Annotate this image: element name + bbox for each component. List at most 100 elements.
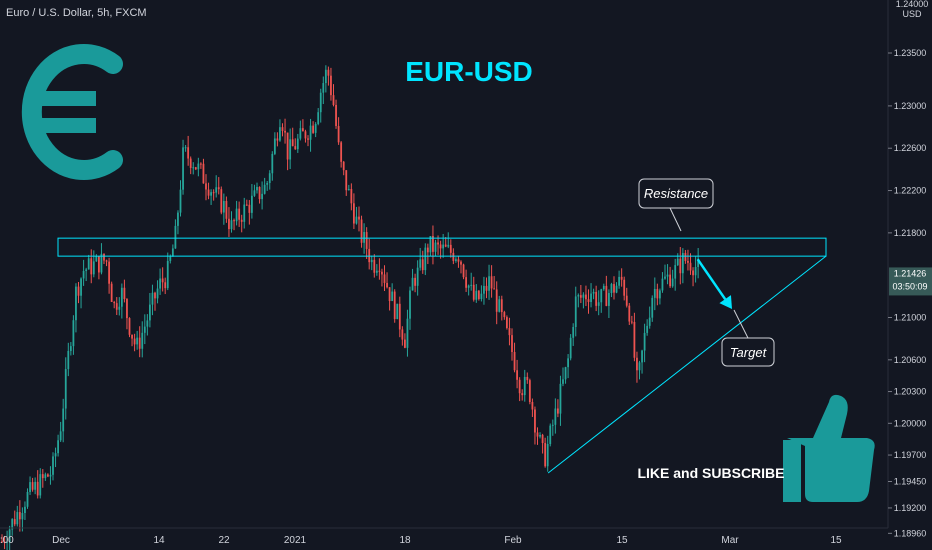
candle-body — [447, 244, 450, 247]
price-tick-label: 1.18960 — [894, 528, 927, 538]
candle-body — [648, 317, 651, 326]
candle-body — [656, 288, 659, 299]
candle-body — [210, 192, 212, 196]
price-tick-label: 1.19700 — [894, 450, 927, 460]
candle-body — [641, 350, 643, 363]
candle-body — [368, 248, 371, 263]
price-tick-label: 1.21800 — [894, 228, 927, 238]
time-tick-label: 3:00 — [0, 535, 14, 546]
resistance-callout-pointer — [669, 207, 682, 232]
candle-body — [393, 291, 396, 319]
candle-body — [618, 276, 620, 286]
candle-body — [406, 318, 409, 348]
candle-body — [335, 104, 337, 127]
candle-body — [409, 290, 411, 319]
candle-body — [411, 277, 414, 291]
candle-body — [230, 220, 233, 230]
candle-body — [49, 474, 52, 477]
candle-body — [628, 305, 631, 322]
candle-body — [554, 408, 557, 425]
candle-body — [64, 369, 67, 409]
candle-body — [92, 261, 95, 275]
candle-body — [590, 293, 592, 302]
candle-body — [582, 294, 585, 298]
candle-body — [149, 304, 151, 321]
candle-body — [18, 512, 21, 520]
candle-body — [585, 294, 587, 300]
candle-body — [41, 474, 44, 479]
candle-body — [623, 279, 626, 296]
thumbs-up-icon — [783, 394, 875, 502]
candle-body — [475, 290, 478, 300]
candle-body — [605, 285, 608, 306]
candle-body — [439, 244, 442, 249]
time-tick-label: 15 — [616, 535, 628, 546]
candle-body — [220, 189, 223, 213]
candle-body — [381, 271, 383, 275]
time-scale[interactable]: 3:00 Dec 14 22 2021 18 Feb 15 Mar 15 — [0, 527, 888, 546]
candle-body — [263, 184, 266, 194]
candle-body — [419, 259, 422, 268]
candle-body — [161, 278, 164, 283]
candle-body — [470, 284, 473, 286]
candle-body — [44, 474, 47, 479]
ascending-trendline[interactable] — [547, 255, 827, 474]
candle-body — [345, 170, 348, 191]
candle-body — [276, 138, 279, 141]
candle-body — [187, 147, 190, 159]
candle-body — [636, 357, 638, 371]
candle-body — [75, 286, 77, 321]
price-scale[interactable]: 1.24000 USD 1.23500 1.23000 1.22600 1.22200… — [887, 0, 928, 538]
symbol-info[interactable]: Euro / U.S. Dollar, 5h, FXCM — [6, 7, 147, 19]
candle-body — [177, 212, 179, 226]
resistance-callout-box — [638, 178, 714, 209]
candle-body — [299, 128, 302, 139]
candle-body — [36, 481, 39, 496]
candle-body — [684, 252, 687, 261]
resistance-label: Resistance — [644, 186, 708, 201]
candle-body — [314, 123, 317, 133]
projection-arrow-line[interactable] — [696, 258, 727, 300]
candle-body — [243, 204, 246, 222]
candle-body — [506, 317, 508, 329]
candle-body — [16, 512, 19, 525]
resistance-zone[interactable] — [57, 237, 827, 257]
candle-body — [651, 297, 654, 318]
candle-body — [613, 284, 615, 293]
candle-body — [184, 147, 187, 149]
candle-body — [610, 284, 613, 294]
candle-body — [194, 167, 197, 170]
candle-body — [322, 83, 325, 93]
candle-body — [620, 276, 623, 280]
candle-body — [200, 163, 202, 165]
resistance-callout[interactable]: Resistance — [638, 178, 714, 232]
candle-body — [304, 131, 307, 139]
candle-body — [373, 259, 376, 273]
candle-body — [233, 220, 235, 222]
candle-body — [661, 278, 664, 291]
candle-body — [166, 260, 169, 289]
candle-body — [625, 295, 628, 306]
candle-body — [679, 258, 682, 274]
candle-body — [151, 292, 154, 305]
time-tick-label: Mar — [721, 535, 739, 546]
candle-body — [128, 318, 131, 335]
candles — [1, 65, 700, 550]
candle-body — [477, 290, 480, 299]
candle-body — [457, 259, 460, 262]
subscribe-cta[interactable]: LIKE and SUBSCRIBE — [637, 465, 784, 481]
candle-body — [6, 541, 8, 543]
candle-body — [692, 270, 694, 276]
candle-body — [3, 541, 6, 543]
candle-body — [228, 218, 230, 230]
candle-body — [13, 519, 16, 525]
candle-body — [131, 334, 133, 339]
target-callout[interactable]: Target — [721, 309, 775, 367]
candle-body — [546, 443, 549, 467]
price-tick-label: 1.23000 — [894, 101, 927, 111]
candle-body — [500, 299, 503, 313]
candle-body — [493, 288, 496, 290]
candle-body — [156, 288, 159, 299]
candle-body — [95, 256, 98, 262]
